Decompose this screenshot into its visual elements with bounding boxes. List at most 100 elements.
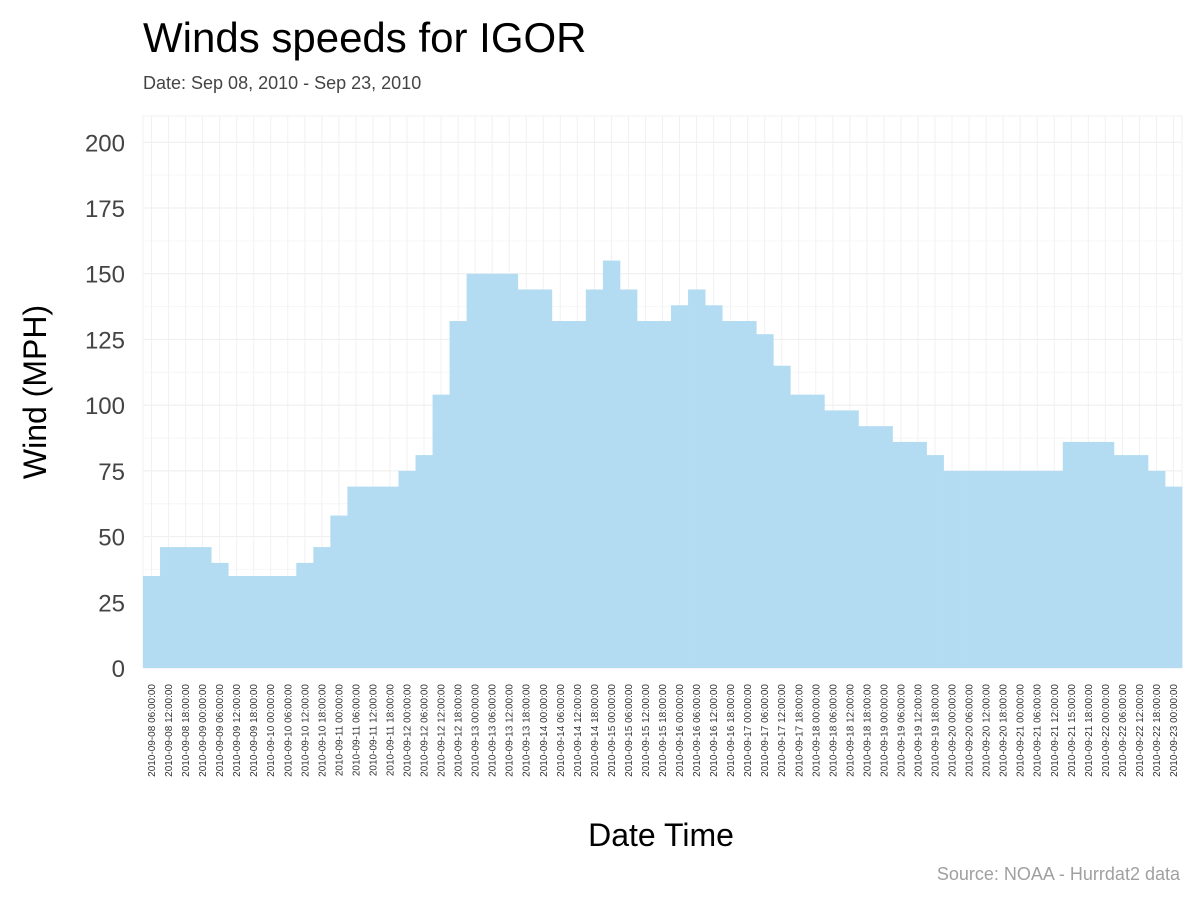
bar: [245, 576, 263, 668]
x-tick-label: 2010-09-12 12:00:00: [437, 684, 448, 777]
x-tick-label: 2010-09-19 06:00:00: [896, 684, 907, 777]
x-tick-label: 2010-09-21 06:00:00: [1033, 684, 1044, 777]
bar: [432, 394, 450, 668]
bar: [858, 426, 876, 668]
bar: [1028, 470, 1047, 668]
x-tick-label: 2010-09-20 12:00:00: [982, 684, 993, 777]
chart-subtitle: Date: Sep 08, 2010 - Sep 23, 2010: [143, 73, 421, 93]
x-tick-label: 2010-09-23 00:00:00: [1169, 684, 1180, 777]
bar: [841, 410, 859, 668]
bar: [739, 321, 757, 668]
x-tick-label: 2010-09-11 12:00:00: [368, 684, 379, 777]
x-tick-label: 2010-09-22 00:00:00: [1101, 684, 1112, 777]
y-tick-label: 175: [85, 196, 125, 223]
bar: [211, 562, 229, 668]
bar: [194, 547, 212, 668]
x-tick-label: 2010-09-18 12:00:00: [845, 684, 856, 777]
y-tick-label: 200: [85, 130, 125, 157]
bar: [551, 321, 570, 668]
bar: [602, 260, 621, 668]
x-tick-label: 2010-09-20 06:00:00: [965, 684, 976, 777]
x-tick-label: 2010-09-09 18:00:00: [249, 684, 260, 777]
x-tick-label: 2010-09-13 12:00:00: [505, 684, 516, 777]
x-tick-label: 2010-09-18 00:00:00: [811, 684, 822, 777]
bar: [1164, 486, 1183, 668]
bar: [415, 455, 433, 668]
bar: [1011, 470, 1030, 668]
bar: [824, 410, 842, 668]
x-tick-label: 2010-09-13 18:00:00: [522, 684, 533, 777]
bar: [313, 547, 331, 668]
bar: [790, 394, 808, 668]
x-tick-label: 2010-09-08 18:00:00: [181, 684, 192, 777]
x-tick-label: 2010-09-21 15:00:00: [1067, 684, 1078, 777]
x-tick-label: 2010-09-08 06:00:00: [147, 684, 158, 777]
bar: [722, 321, 740, 668]
bar: [756, 334, 774, 668]
bar: [534, 289, 553, 668]
x-tick-label: 2010-09-11 18:00:00: [385, 684, 396, 777]
x-tick-label: 2010-09-22 06:00:00: [1118, 684, 1129, 777]
x-tick-label: 2010-09-21 12:00:00: [1050, 684, 1061, 777]
y-axis-label: Wind (MPH): [17, 305, 53, 479]
bar: [347, 486, 365, 668]
x-tick-label: 2010-09-21 00:00:00: [1016, 684, 1027, 777]
x-tick-label: 2010-09-19 00:00:00: [879, 684, 890, 777]
x-tick-label: 2010-09-15 18:00:00: [658, 684, 669, 777]
x-tick-label: 2010-09-17 00:00:00: [743, 684, 754, 777]
y-tick-label: 50: [98, 525, 125, 552]
x-tick-label: 2010-09-17 18:00:00: [794, 684, 805, 777]
bar: [381, 486, 399, 668]
bar: [619, 289, 638, 668]
x-tick-label: 2010-09-16 00:00:00: [675, 684, 686, 777]
bar: [398, 470, 416, 668]
bar: [1096, 441, 1115, 668]
x-tick-label: 2010-09-20 00:00:00: [948, 684, 959, 777]
x-tick-label: 2010-09-14 12:00:00: [573, 684, 584, 777]
x-tick-label: 2010-09-14 18:00:00: [590, 684, 601, 777]
x-tick-label: 2010-09-18 06:00:00: [828, 684, 839, 777]
bar: [517, 289, 536, 668]
x-tick-label: 2010-09-15 00:00:00: [607, 684, 618, 777]
bar: [1113, 455, 1132, 668]
x-tick-label: 2010-09-11 00:00:00: [334, 684, 345, 777]
bar: [943, 470, 961, 668]
x-tick-label: 2010-09-19 12:00:00: [913, 684, 924, 777]
bar: [279, 576, 297, 668]
bar: [875, 426, 893, 668]
bar: [449, 321, 468, 668]
x-tick-label: 2010-09-12 06:00:00: [420, 684, 431, 777]
source-caption: Source: NOAA - Hurrdat2 data: [937, 864, 1181, 884]
y-tick-label: 75: [98, 459, 125, 486]
x-tick-label: 2010-09-22 12:00:00: [1135, 684, 1146, 777]
y-axis-ticks: 0 25 50 75 100 125 150 175 200: [85, 130, 125, 683]
bar: [262, 576, 280, 668]
x-tick-label: 2010-09-13 06:00:00: [488, 684, 499, 777]
x-tick-label: 2010-09-09 12:00:00: [232, 684, 243, 777]
x-tick-label: 2010-09-12 18:00:00: [454, 684, 465, 777]
x-tick-label: 2010-09-11 06:00:00: [351, 684, 362, 777]
bar: [568, 321, 587, 668]
x-axis-ticks: 2010-09-08 06:00:00 2010-09-08 12:00:00 20…: [147, 684, 1180, 777]
bar: [500, 273, 519, 668]
x-tick-label: 2010-09-09 00:00:00: [198, 684, 209, 777]
x-tick-label: 2010-09-16 18:00:00: [726, 684, 737, 777]
x-tick-label: 2010-09-10 00:00:00: [266, 684, 277, 777]
bar: [773, 365, 791, 668]
bar: [143, 576, 161, 668]
bar: [466, 273, 485, 668]
x-tick-label: 2010-09-14 06:00:00: [556, 684, 567, 777]
bar: [994, 470, 1013, 668]
bar: [636, 321, 655, 668]
y-tick-label: 25: [98, 590, 125, 617]
x-tick-label: 2010-09-14 00:00:00: [539, 684, 550, 777]
y-tick-label: 150: [85, 262, 125, 289]
bar: [960, 470, 979, 668]
bar: [483, 273, 502, 668]
x-tick-label: 2010-09-21 18:00:00: [1084, 684, 1095, 777]
x-tick-label: 2010-09-18 18:00:00: [862, 684, 873, 777]
bar: [1079, 441, 1098, 668]
x-axis-label: Date Time: [588, 817, 734, 853]
x-tick-label: 2010-09-08 12:00:00: [164, 684, 175, 777]
bar: [177, 547, 195, 668]
